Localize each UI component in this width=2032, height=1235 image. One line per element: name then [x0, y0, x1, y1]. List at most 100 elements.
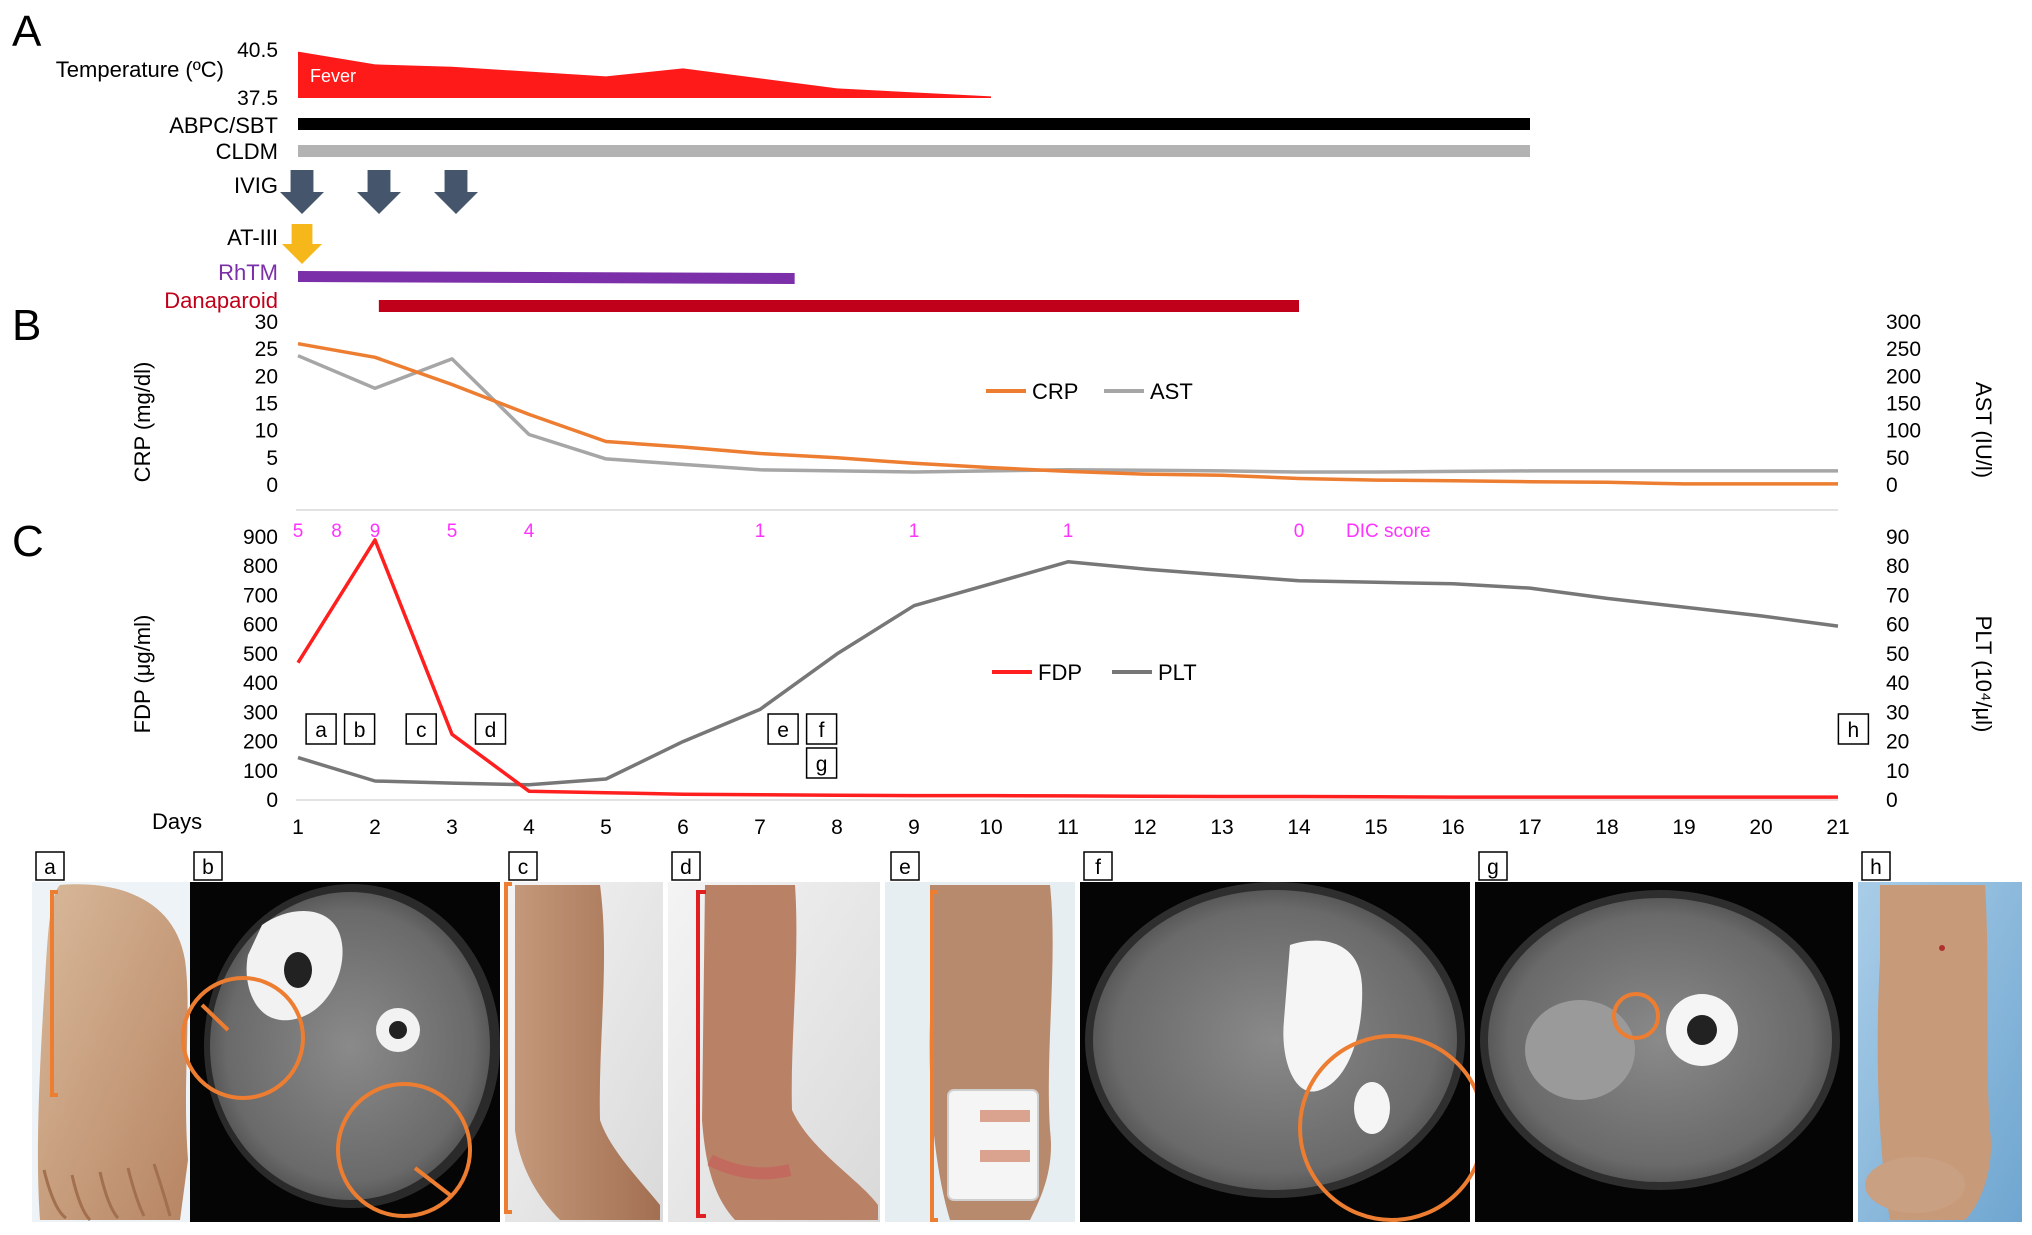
- crp-series-line: [297, 341, 1838, 486]
- crp-tick-label: 30: [255, 311, 278, 334]
- ast-axis-title: AST (IU/l): [1971, 382, 1996, 478]
- image-label-box: [1861, 851, 1891, 881]
- day-tick-label: 11: [1057, 816, 1079, 839]
- fdp-tick-label: 400: [243, 672, 278, 695]
- ast-tick-label: 250: [1886, 338, 1921, 361]
- image-label-text: d: [680, 856, 692, 879]
- fdp-tick-label: 200: [243, 731, 278, 754]
- ast-legend-label: AST: [1150, 379, 1193, 404]
- event-marker-box: [805, 713, 838, 745]
- image-label-box: [671, 851, 701, 881]
- day-tick-label: 5: [600, 816, 612, 839]
- day-tick-label: 3: [446, 816, 458, 839]
- panel-label-b: B: [12, 301, 41, 350]
- image-label-text: h: [1870, 856, 1882, 879]
- x-axis-title: Days: [152, 809, 202, 834]
- fdp-axis-title: FDP (μg/ml): [130, 615, 155, 734]
- event-marker-box: [405, 713, 437, 745]
- photo-c: [504, 882, 663, 1222]
- image-label-box: [1478, 851, 1508, 881]
- ast-tick-label: 50: [1886, 447, 1909, 470]
- event-marker-label: g: [816, 753, 828, 776]
- plt-series-line: [297, 560, 1839, 787]
- crp-ast-chart: CRP (mg/dl) AST (IU/l) 0 5 10 15 20 25 30 0 50 1…: [130, 311, 1996, 511]
- event-marker-label: f: [819, 719, 825, 742]
- fdp-legend-label: FDP: [1038, 660, 1082, 685]
- event-marker-label: c: [416, 719, 427, 742]
- crp-axis-title: CRP (mg/dl): [130, 362, 155, 483]
- day-tick-label: 9: [908, 816, 920, 839]
- ast-tick-label: 150: [1886, 393, 1921, 416]
- photo-e: [885, 882, 1075, 1222]
- crp-tick-label: 15: [255, 393, 278, 416]
- temperature-axis-label: Temperature (ºC): [56, 57, 224, 82]
- event-marker-label: d: [485, 719, 497, 742]
- dic-score-value: 4: [524, 521, 535, 542]
- dic-score-value: 5: [293, 521, 304, 542]
- treatment-timeline: Temperature (ºC) 40.5 37.5 Fever ABPC/SB…: [56, 39, 1530, 313]
- day-tick-label: 16: [1441, 816, 1464, 839]
- dic-score-label: DIC score: [1346, 521, 1430, 542]
- therapy-bar-rhtm: [298, 271, 795, 284]
- therapy-bar-cldm: [298, 145, 1530, 157]
- dic-score-value: 1: [1063, 521, 1074, 542]
- ast-axis-ticks: 0 50 100 150 200 250 300: [1886, 311, 1921, 497]
- dic-score-row: 5 8 9 5 4 1 1 1 0: [293, 521, 1305, 542]
- image-label-box: [193, 851, 223, 881]
- image-label-box: [35, 851, 65, 881]
- event-marker-label: a: [315, 719, 327, 742]
- plt-tick-label: 40: [1886, 672, 1909, 695]
- crp-tick-label: 10: [255, 420, 278, 443]
- photo-d: [668, 882, 880, 1222]
- photo-a: [32, 882, 190, 1222]
- day-axis-ticks: 1 2 3 4 5 6 7 8 9 10 11 12 13 14 15 16 17 18 19 20 21: [292, 816, 1850, 839]
- event-marker-box: [343, 713, 376, 745]
- ivig-label: IVIG: [234, 173, 278, 198]
- therapy-label-rhtm: RhTM: [218, 260, 278, 285]
- day-tick-label: 2: [369, 816, 381, 839]
- ast-tick-label: 0: [1886, 474, 1898, 497]
- therapy-label-cldm: CLDM: [216, 139, 278, 164]
- day-tick-label: 14: [1287, 816, 1311, 839]
- event-marker-box: [767, 713, 799, 745]
- event-marker-label: b: [354, 719, 366, 742]
- crp-tick-label: 0: [266, 474, 278, 497]
- fever-label: Fever: [310, 66, 356, 86]
- at3-label: AT-III: [227, 225, 278, 250]
- day-tick-label: 7: [754, 816, 766, 839]
- day-tick-label: 17: [1518, 816, 1541, 839]
- panel-label-c: C: [12, 517, 44, 566]
- ivig-doses: [280, 170, 478, 214]
- image-label-text: c: [518, 856, 529, 879]
- plt-tick-label: 0: [1886, 789, 1898, 812]
- photo-h: [1858, 882, 2022, 1222]
- day-tick-label: 4: [523, 816, 535, 839]
- plt-tick-label: 70: [1886, 584, 1909, 607]
- crp-tick-label: 20: [255, 365, 278, 388]
- event-marker-label: h: [1848, 719, 1860, 742]
- day-tick-label: 13: [1210, 816, 1233, 839]
- fdp-tick-label: 800: [243, 555, 278, 578]
- image-label-text: g: [1487, 856, 1499, 879]
- at3-doses: [282, 224, 322, 264]
- day-tick-label: 6: [677, 816, 689, 839]
- day-tick-label: 8: [831, 816, 843, 839]
- fdp-tick-label: 0: [266, 789, 278, 812]
- image-label-box: [1083, 851, 1113, 881]
- fever-area: [298, 51, 991, 98]
- dic-score-value: 0: [1294, 521, 1305, 542]
- dic-score-value: 8: [331, 521, 342, 542]
- dic-score-value: 5: [447, 521, 458, 542]
- crp-tick-label: 25: [255, 338, 278, 361]
- day-tick-label: 15: [1364, 816, 1387, 839]
- crp-axis-ticks: 0 5 10 15 20 25 30: [255, 311, 278, 497]
- image-label-text: f: [1095, 856, 1101, 879]
- plt-tick-label: 90: [1886, 526, 1909, 549]
- crp-legend-label: CRP: [1032, 379, 1078, 404]
- event-marker-label: e: [777, 719, 789, 742]
- fdp-tick-label: 500: [243, 643, 278, 666]
- ast-tick-label: 100: [1886, 420, 1921, 443]
- plt-tick-label: 50: [1886, 643, 1909, 666]
- event-markers: a b c d e fg h: [305, 713, 1870, 779]
